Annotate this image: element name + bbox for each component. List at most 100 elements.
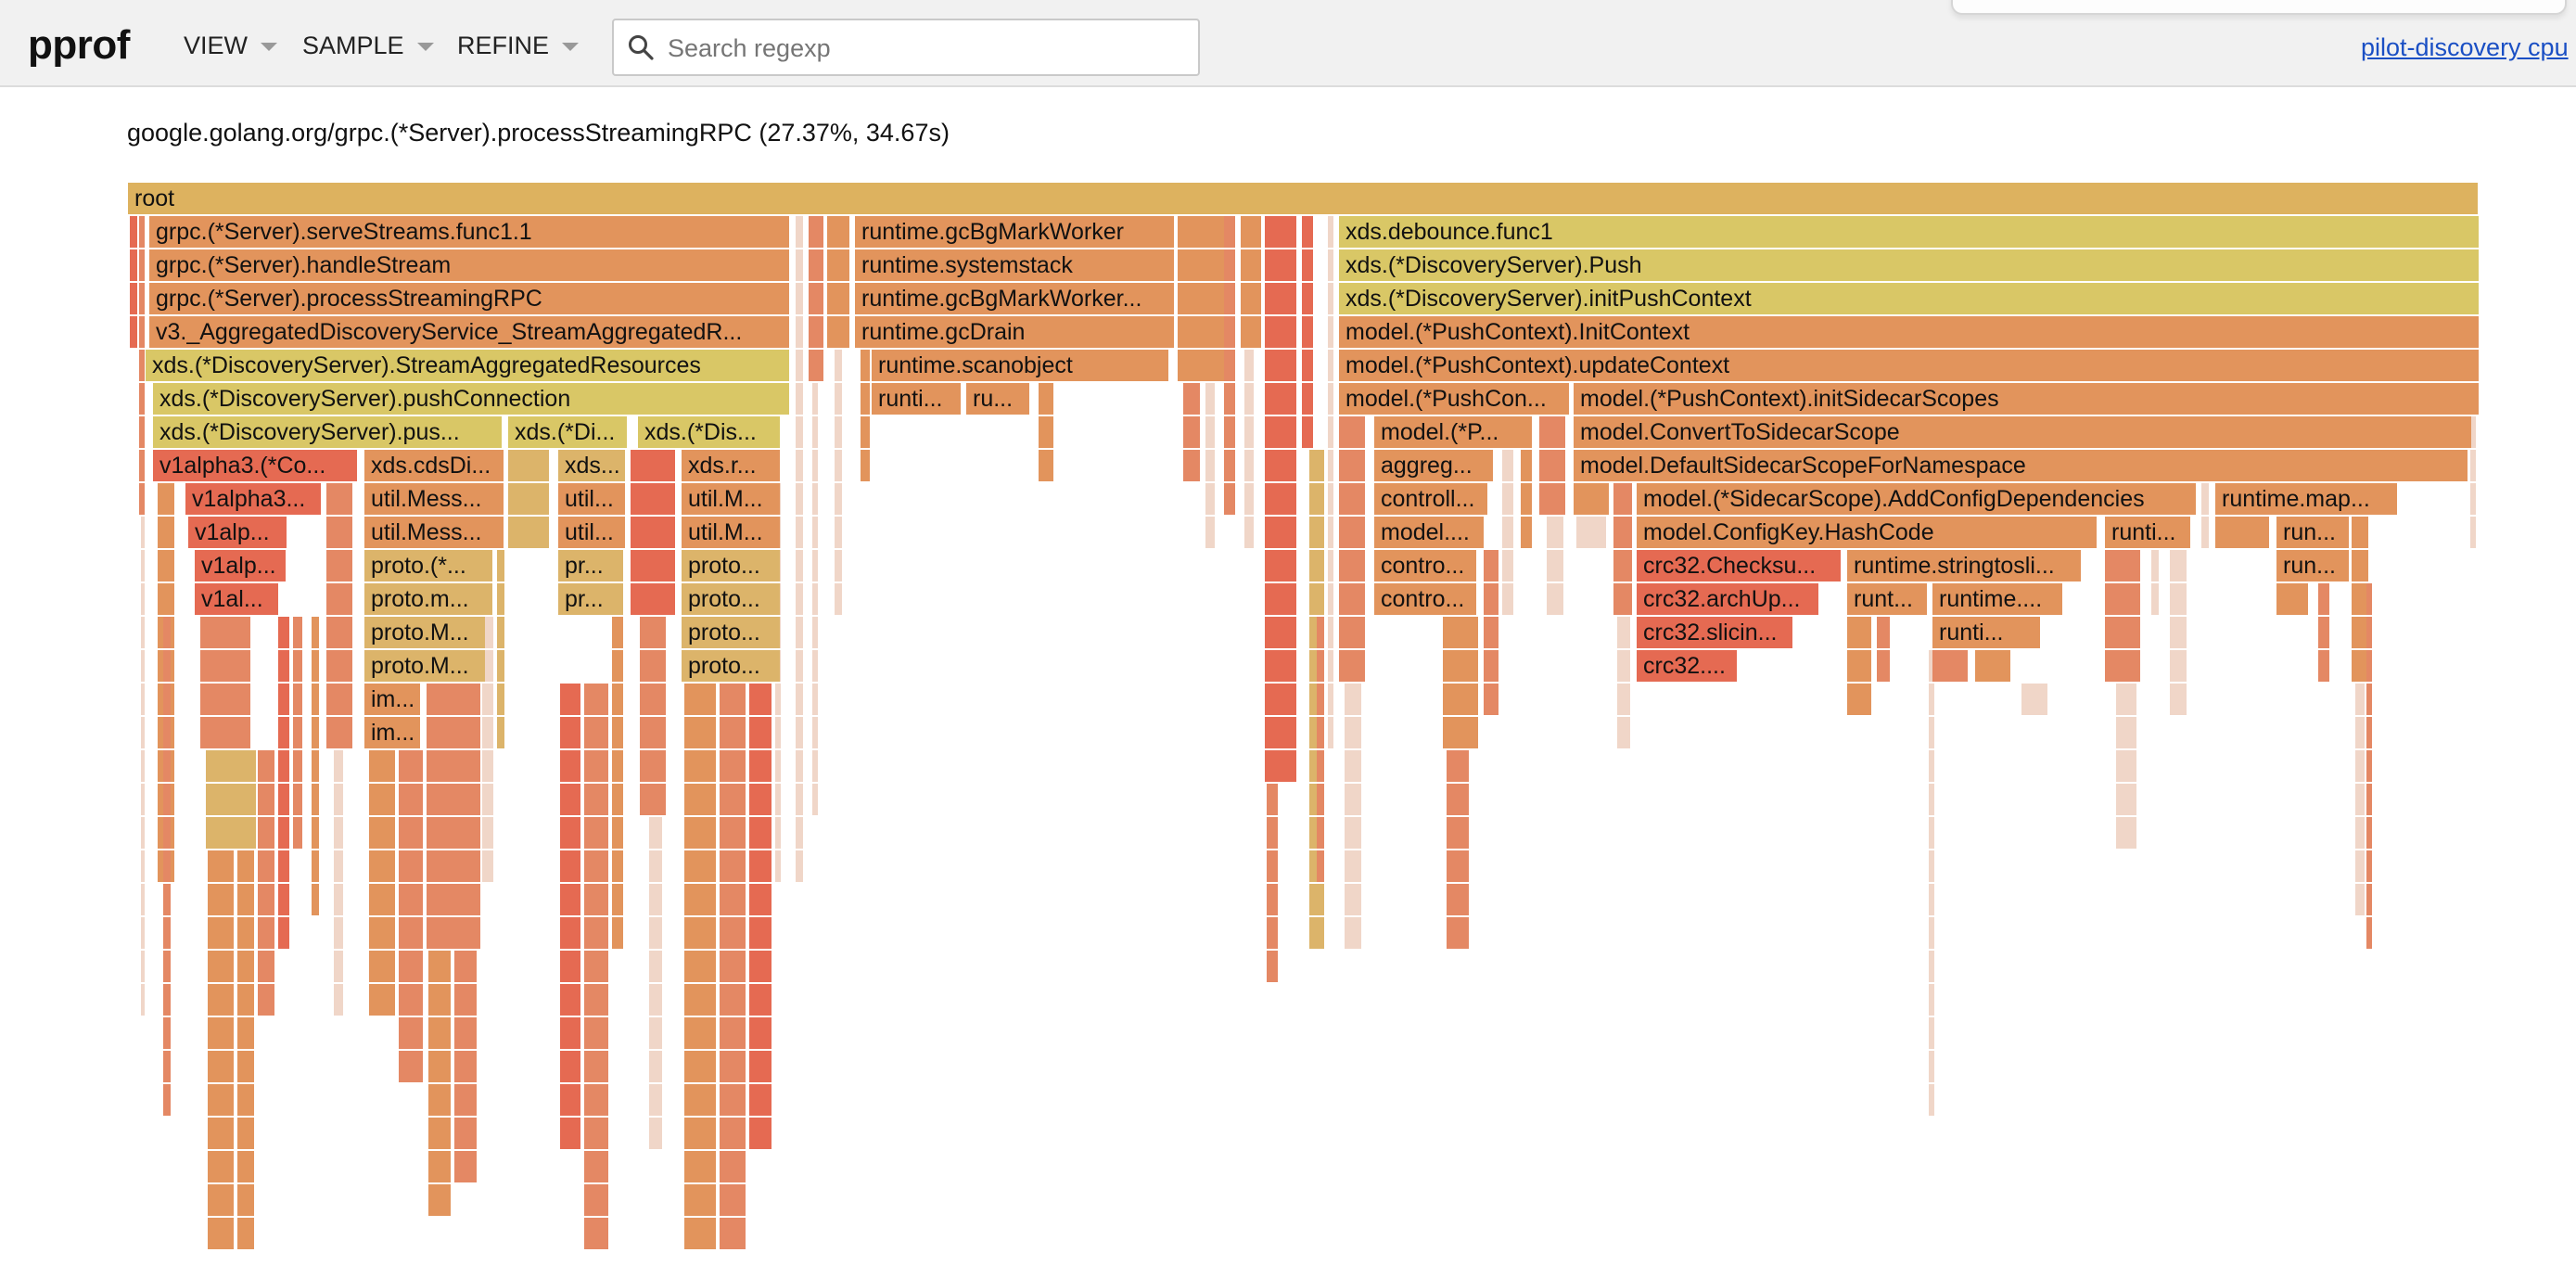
flame-frame[interactable] bbox=[326, 717, 352, 748]
flame-frame-gc-bgmark[interactable]: runtime.gcBgMarkWorker bbox=[855, 216, 1174, 248]
flame-frame[interactable] bbox=[2352, 517, 2368, 548]
flame-frame[interactable] bbox=[649, 884, 662, 915]
flame-frame[interactable] bbox=[861, 450, 870, 481]
flame-frame[interactable] bbox=[1328, 316, 1333, 348]
flame-frame[interactable] bbox=[1328, 283, 1333, 314]
flame-frame[interactable] bbox=[612, 850, 623, 882]
search-box[interactable] bbox=[612, 19, 1200, 76]
flame-frame-box[interactable] bbox=[1339, 350, 2479, 381]
flame-frame-gc-bgmark2[interactable]: runtime.gcBgMarkWorker... bbox=[855, 283, 1174, 314]
flame-frame[interactable] bbox=[796, 583, 803, 615]
flame-frame-pc-con[interactable]: model.(*PushCon... bbox=[1339, 383, 1569, 415]
flame-frame[interactable] bbox=[369, 951, 395, 982]
flame-frame-box[interactable] bbox=[364, 483, 504, 515]
flame-frame[interactable] bbox=[720, 717, 746, 748]
flame-frame[interactable] bbox=[237, 1084, 254, 1116]
flame-frame[interactable] bbox=[208, 884, 234, 915]
flame-frame[interactable] bbox=[2352, 650, 2368, 682]
flame-frame[interactable] bbox=[2355, 750, 2365, 782]
flame-frame-convert-sc[interactable]: model.ConvertToSidecarScope bbox=[1574, 416, 2471, 448]
flame-frame[interactable] bbox=[312, 750, 319, 782]
flame-frame-v1alpha3-b[interactable]: v1alpha3... bbox=[185, 483, 321, 515]
flame-frame[interactable] bbox=[208, 1084, 234, 1116]
flame-frame[interactable] bbox=[612, 884, 623, 915]
flame-frame[interactable] bbox=[163, 650, 171, 682]
flame-frame[interactable] bbox=[130, 283, 137, 314]
flame-frame[interactable] bbox=[749, 951, 772, 982]
flame-frame[interactable] bbox=[482, 717, 493, 748]
flame-frame[interactable] bbox=[584, 984, 608, 1016]
flame-frame[interactable] bbox=[399, 1051, 423, 1082]
flame-frame[interactable] bbox=[796, 249, 803, 281]
flame-frame-stringtosli[interactable]: runtime.stringtosli... bbox=[1847, 550, 2081, 581]
flame-frame-box[interactable] bbox=[558, 550, 623, 581]
flame-frame-v1al[interactable]: v1al... bbox=[195, 583, 278, 615]
flame-frame[interactable] bbox=[1265, 216, 1296, 248]
flame-frame-controll[interactable]: controll... bbox=[1374, 483, 1487, 515]
flame-frame[interactable] bbox=[2170, 650, 2187, 682]
flame-frame-rt-map[interactable]: runtime.map... bbox=[2215, 483, 2397, 515]
flame-frame-box[interactable] bbox=[364, 450, 504, 481]
flame-frame[interactable] bbox=[775, 817, 781, 849]
flame-frame[interactable] bbox=[1345, 850, 1361, 882]
flame-frame[interactable] bbox=[1339, 483, 1365, 515]
flame-frame[interactable] bbox=[1929, 917, 1934, 949]
flame-frame[interactable] bbox=[482, 850, 493, 882]
flame-frame[interactable] bbox=[1241, 283, 1261, 314]
flame-frame[interactable] bbox=[237, 1218, 254, 1249]
flame-frame[interactable] bbox=[796, 850, 803, 882]
flame-frame-box[interactable] bbox=[195, 550, 286, 581]
flame-frame[interactable] bbox=[720, 951, 746, 982]
flame-frame[interactable] bbox=[1484, 684, 1498, 715]
flame-frame[interactable] bbox=[1613, 483, 1632, 515]
flame-frame[interactable] bbox=[2366, 717, 2372, 748]
flame-frame-pc-init[interactable]: model.(*PushContext).InitContext bbox=[1339, 316, 2479, 348]
flame-frame[interactable] bbox=[775, 684, 781, 715]
flame-frame[interactable] bbox=[399, 951, 423, 982]
flame-frame-xds-r[interactable]: xds.r... bbox=[682, 450, 780, 481]
flame-frame[interactable] bbox=[749, 1051, 772, 1082]
flame-frame[interactable] bbox=[720, 1151, 746, 1182]
flame-frame[interactable] bbox=[2105, 650, 2140, 682]
flame-frame[interactable] bbox=[684, 784, 716, 815]
flame-frame[interactable] bbox=[206, 750, 256, 782]
flame-frame[interactable] bbox=[809, 249, 823, 281]
flame-frame[interactable] bbox=[2366, 583, 2372, 615]
flame-frame[interactable] bbox=[2318, 583, 2329, 615]
flame-frame[interactable] bbox=[749, 750, 772, 782]
flame-frame[interactable] bbox=[2366, 884, 2372, 915]
flame-frame[interactable] bbox=[399, 984, 423, 1016]
flame-frame[interactable] bbox=[684, 884, 716, 915]
flame-frame-pr-a[interactable]: pr... bbox=[558, 550, 623, 581]
flame-frame[interactable] bbox=[1345, 884, 1361, 915]
flame-frame[interactable] bbox=[1241, 249, 1261, 281]
flame-frame[interactable] bbox=[612, 650, 623, 682]
flame-frame[interactable] bbox=[2021, 684, 2047, 715]
flame-frame[interactable] bbox=[399, 850, 423, 882]
flame-frame[interactable] bbox=[1302, 216, 1313, 248]
flame-frame[interactable] bbox=[684, 1218, 716, 1249]
flame-frame[interactable] bbox=[1502, 517, 1513, 548]
flame-frame[interactable] bbox=[684, 1151, 716, 1182]
flame-frame[interactable] bbox=[2352, 583, 2368, 615]
flame-frame-v1alp-b[interactable]: v1alp... bbox=[195, 550, 286, 581]
flame-frame[interactable] bbox=[399, 750, 423, 782]
flame-frame[interactable] bbox=[809, 283, 823, 314]
flame-frame[interactable] bbox=[139, 316, 145, 348]
flame-frame[interactable] bbox=[369, 984, 395, 1016]
flame-frame[interactable] bbox=[560, 984, 580, 1016]
flame-frame[interactable] bbox=[1205, 416, 1215, 448]
flame-frame[interactable] bbox=[640, 750, 666, 782]
flame-frame[interactable] bbox=[1345, 750, 1361, 782]
flame-frame-run-a[interactable]: run... bbox=[2276, 517, 2349, 548]
flame-frame[interactable] bbox=[1309, 884, 1324, 915]
flame-frame[interactable] bbox=[640, 617, 666, 648]
flame-frame[interactable] bbox=[684, 984, 716, 1016]
flame-frame[interactable] bbox=[2105, 583, 2140, 615]
flame-frame-contro-a[interactable]: contro... bbox=[1374, 550, 1476, 581]
flame-frame[interactable] bbox=[1205, 517, 1215, 548]
flame-frame[interactable] bbox=[2355, 884, 2365, 915]
flame-frame[interactable] bbox=[1547, 517, 1563, 548]
flame-frame-box[interactable] bbox=[1574, 383, 2479, 415]
flame-frame[interactable] bbox=[1877, 617, 1890, 648]
